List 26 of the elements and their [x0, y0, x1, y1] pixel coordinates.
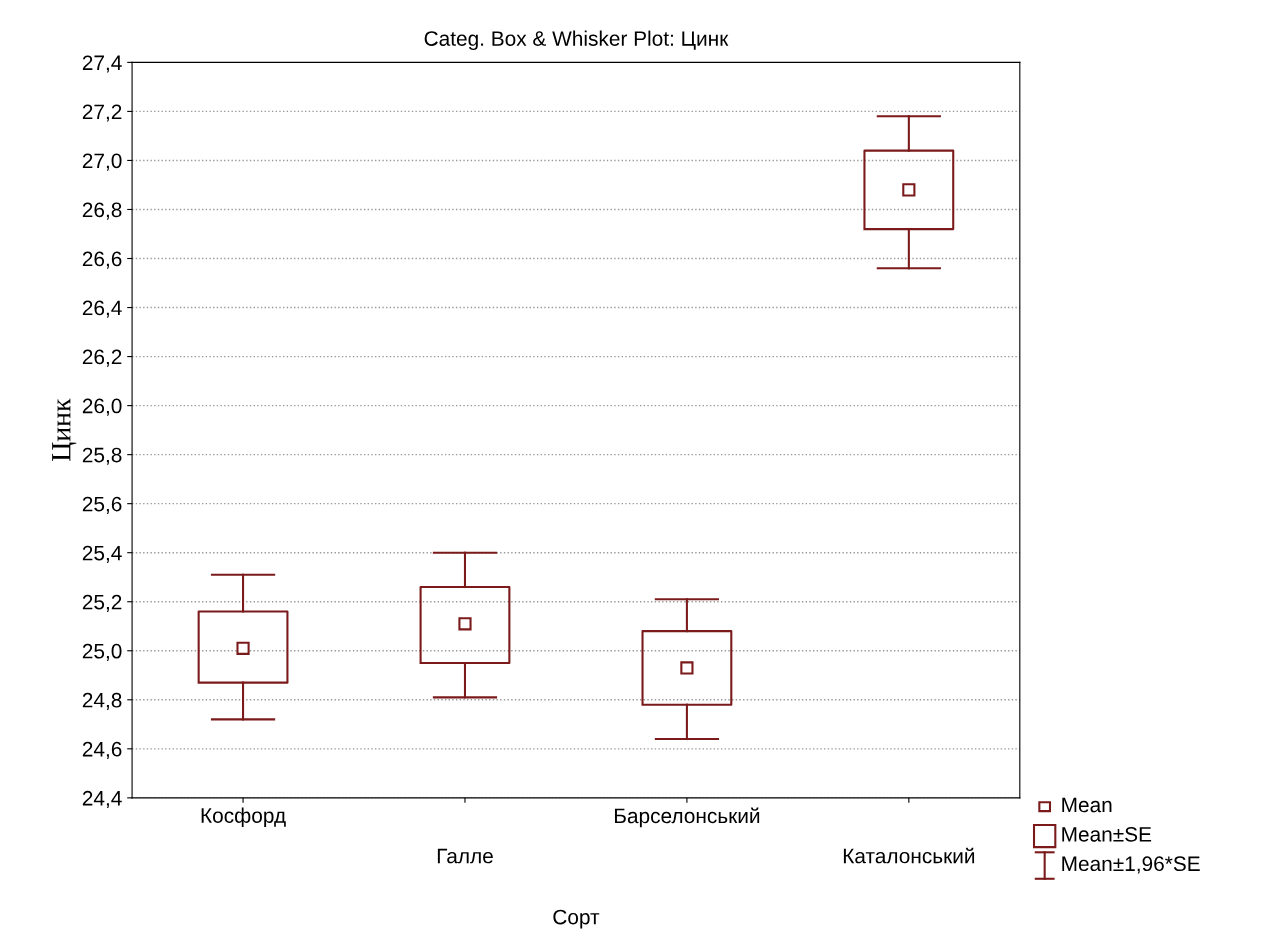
- y-tick-label: 24,4: [82, 790, 122, 809]
- chart-title: Categ. Box & Whisker Plot: Цинк: [424, 30, 729, 51]
- y-tick-label: 24,6: [82, 741, 122, 760]
- x-tick-label: Косфорд: [201, 807, 286, 828]
- x-tick-label: Каталонський: [843, 847, 975, 864]
- text: Mean±1,96*SE: [1062, 856, 1200, 874]
- y-tick-label: 27,2: [82, 104, 122, 122]
- y-tick-label: 26,6: [82, 251, 122, 269]
- y-tick-label: 26,8: [82, 202, 122, 220]
- x-tick-label: Галле: [437, 848, 493, 864]
- y-axis-title: Цинк: [52, 398, 77, 461]
- y-tick-label: 26,4: [82, 300, 122, 318]
- y-tick-label: 25,6: [82, 496, 122, 514]
- y-tick-label: 26,2: [82, 349, 122, 367]
- y-tick-label: 26,0: [82, 398, 122, 416]
- y-tick-label: 25,0: [82, 643, 122, 661]
- text: Mean: [1062, 797, 1112, 813]
- x-tick-label: Барселонський: [614, 807, 760, 828]
- y-tick-label: 24,8: [82, 692, 122, 711]
- x-axis-title: Сорт: [553, 909, 600, 929]
- y-tick-label: 25,4: [82, 545, 122, 563]
- text: Mean±SE: [1062, 826, 1152, 842]
- y-tick-label: 27,0: [82, 153, 122, 171]
- y-tick-label: 25,8: [82, 447, 122, 465]
- y-tick-label: 27,4: [82, 55, 122, 73]
- y-tick-label: 25,2: [82, 594, 122, 612]
